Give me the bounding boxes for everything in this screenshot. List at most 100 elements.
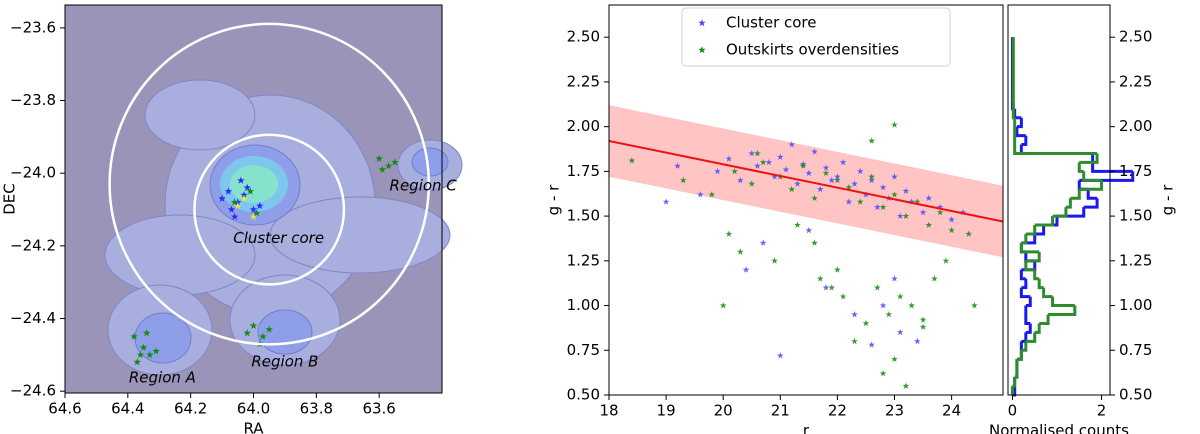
- star-point: [759, 158, 767, 166]
- hist-step: [1033, 269, 1040, 281]
- star-point: [725, 230, 733, 237]
- hist-step: [1016, 350, 1023, 361]
- hist-step: [1079, 180, 1104, 191]
- x-tick-label: 0: [1008, 402, 1018, 420]
- y-axis-label: DEC: [1, 183, 19, 215]
- star-point: [737, 176, 744, 184]
- y-tick-label: −24.6: [10, 382, 56, 400]
- y-tick-label: 2.25: [567, 72, 600, 90]
- aperture-circle: [108, 22, 431, 346]
- x-tick-label: 21: [771, 402, 790, 420]
- hist-step: [1082, 171, 1102, 182]
- hist-step: [1042, 287, 1053, 299]
- hist-step: [1013, 144, 1098, 155]
- star-point: [805, 169, 813, 176]
- star-point: [856, 167, 864, 175]
- hist-step: [1021, 332, 1028, 343]
- star-point: [896, 293, 904, 300]
- hist-step: [1014, 368, 1019, 379]
- star-point: [265, 325, 273, 333]
- y-tick-label: 1.00: [1119, 296, 1152, 314]
- hist-step: [1051, 296, 1075, 308]
- star-point: [748, 180, 756, 187]
- hist-step: [1034, 225, 1046, 236]
- star-point: [816, 185, 824, 193]
- axes-frame: [608, 4, 1004, 396]
- y-tick-label: −23.8: [10, 91, 56, 109]
- star-point: [919, 316, 927, 323]
- hist-step: [1025, 323, 1032, 334]
- x-tick-label: 64.2: [174, 400, 207, 418]
- star-point: [731, 167, 738, 175]
- star-point: [805, 226, 813, 234]
- y-tick-label: 2.50: [1119, 28, 1152, 46]
- star-point: [230, 212, 239, 220]
- region-label: Region C: [390, 176, 458, 194]
- hist-step: [1012, 377, 1017, 388]
- x-axis-label: r: [803, 422, 810, 434]
- fit-line: [609, 139, 1003, 223]
- star-point: [224, 187, 233, 195]
- axes-frame: [64, 4, 443, 394]
- star-point: [919, 323, 927, 330]
- star-point: [828, 176, 835, 184]
- star-point: [971, 302, 978, 309]
- star-point: [243, 329, 251, 337]
- hist-step: [1065, 198, 1072, 209]
- hist-step: [1021, 278, 1028, 290]
- star-point: [891, 121, 898, 128]
- star-point: [839, 293, 847, 300]
- x-tick-label: 63.8: [300, 400, 333, 418]
- star-point: [243, 183, 251, 191]
- star-point: [948, 226, 955, 234]
- hist-step: [1077, 162, 1084, 173]
- x-tick-label: 64.0: [237, 400, 270, 418]
- star-point: [902, 382, 910, 389]
- star-point: [811, 194, 818, 201]
- x-axis-label: RA: [243, 420, 264, 434]
- y-tick-label: 0.75: [567, 341, 600, 359]
- star-point: [811, 239, 818, 246]
- y-tick-label: 1.00: [567, 296, 600, 314]
- hist-step: [1083, 198, 1099, 209]
- y-tick-label: 1.75: [1119, 162, 1152, 180]
- x-axis-label: Normalised counts: [989, 422, 1129, 434]
- star-point: [931, 275, 938, 282]
- hist-step: [1091, 162, 1133, 173]
- y-tick-label: 0.75: [1119, 341, 1152, 359]
- star-point: [237, 176, 245, 184]
- x-tick-label: 24: [942, 402, 961, 420]
- star-point: [782, 166, 790, 173]
- y-tick-label: 2.00: [567, 117, 600, 135]
- y-tick-label: 2.00: [1119, 117, 1152, 135]
- star-point: [218, 194, 226, 202]
- hist-step: [1079, 153, 1099, 164]
- y-tick-label: 0.50: [1119, 386, 1152, 404]
- star-point: [942, 257, 950, 264]
- star-point: [748, 150, 756, 157]
- star-point: [765, 158, 773, 166]
- star-point: [885, 311, 893, 318]
- y-tick-label: 1.50: [567, 207, 600, 225]
- x-tick-label: 23: [885, 402, 904, 420]
- x-tick-label: 22: [828, 402, 847, 420]
- hist-step: [1034, 216, 1055, 227]
- hist-step: [1016, 117, 1023, 129]
- y-tick-label: 1.25: [1119, 251, 1152, 269]
- star-point: [737, 248, 744, 255]
- contour-level-4: [230, 165, 278, 203]
- star-point: [146, 350, 154, 359]
- hist-step: [1039, 314, 1050, 325]
- star-point: [834, 173, 841, 180]
- star-point: [896, 212, 904, 219]
- plot-area: [609, 105, 1003, 389]
- star-point: [822, 169, 830, 176]
- legend-marker: [698, 46, 706, 54]
- star-point: [879, 370, 887, 377]
- star-point: [788, 185, 796, 193]
- star-point: [794, 221, 801, 228]
- hist-step: [1025, 332, 1037, 343]
- star-point: [839, 158, 847, 166]
- star-point: [891, 173, 898, 180]
